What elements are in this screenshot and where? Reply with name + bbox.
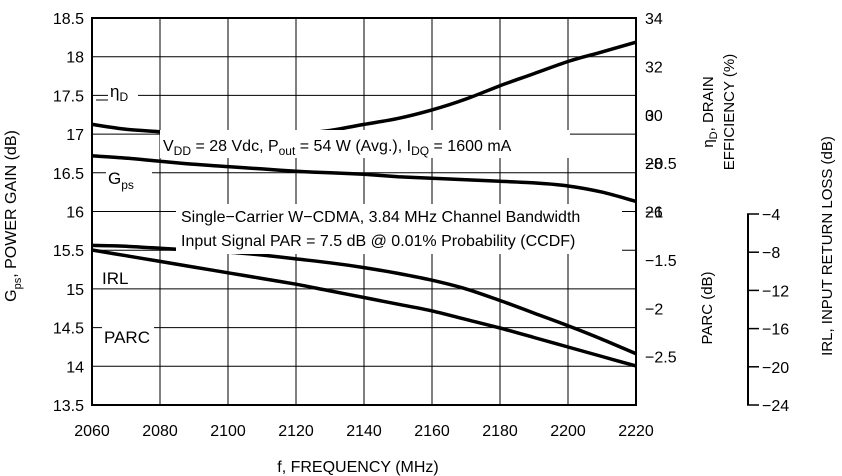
x-axis-tick-label: 2060 <box>74 423 110 440</box>
irl-tick-label: −24 <box>762 398 789 415</box>
parc-label-bg <box>102 325 154 347</box>
x-axis-tick-label: 2160 <box>414 423 450 440</box>
eta-label-bg <box>108 79 138 101</box>
parc-tick-label: −1 <box>645 205 663 222</box>
conditions-line1-bg <box>160 130 570 158</box>
series-line-irl <box>91 248 637 368</box>
x-axis-tick-label: 2140 <box>346 423 382 440</box>
irl-tick-label: −12 <box>762 283 789 300</box>
conditions-block-bg <box>176 204 622 254</box>
left-axis-tick-label: 17.5 <box>53 88 84 105</box>
series-label-parc: PARC <box>104 328 150 347</box>
x-axis-label: f, FREQUENCY (MHz) <box>277 459 438 476</box>
left-axis-tick-label: 18 <box>66 50 84 67</box>
conditions-part: DQ <box>411 144 429 158</box>
left-axis-tick-label: 16 <box>66 205 84 222</box>
parc-tick-label: −1.5 <box>645 253 677 270</box>
plot-frame <box>91 17 637 406</box>
series-label-irl: IRL <box>102 269 128 288</box>
x-axis-tick-label: 2180 <box>482 423 518 440</box>
left-axis-tick-label: 18.5 <box>53 11 84 28</box>
x-axis-tick-label: 2220 <box>618 423 654 440</box>
annotations: ηD Gps IRL PARC VDD = 28 Vdc, Pout = 54 W (A… <box>96 79 622 347</box>
conditions-line1-text: VDD = 28 Vdc, Pout = 54 W (Avg.), IDQ = … <box>163 138 512 158</box>
left-axis-tick-label: 14 <box>66 359 84 376</box>
efficiency-tick-label: 32 <box>645 59 663 76</box>
left-axis-tick-label: 15 <box>66 282 84 299</box>
parc-tick-label: 0 <box>645 108 654 125</box>
series-label-eta: ηD <box>110 82 128 104</box>
series-label-gps: Gps <box>108 169 134 192</box>
conditions-part: = 28 Vdc, P <box>191 138 279 155</box>
irl-tick-label: −4 <box>762 207 780 224</box>
conditions-part: = 54 W (Avg.), I <box>295 138 411 155</box>
irl-label-bg <box>100 266 138 288</box>
irl-axis: −4 −8 −12 −16 −20 −24 <box>747 207 789 415</box>
parc-tick-label: −2 <box>645 301 663 318</box>
gps-label-bg <box>106 163 152 193</box>
conditions-line3-text: Input Signal PAR = 7.5 dB @ 0.01% Probab… <box>181 233 575 250</box>
x-axis-tick-label: 2100 <box>210 423 246 440</box>
conditions-line2-text: Single−Carrier W−CDMA, 3.84 MHz Channel … <box>181 209 580 226</box>
right-axis-ticks: 26 28 30 32 34 0 −0.5 −1 −1.5 −2 −2.5 <box>645 11 677 367</box>
left-axis-tick-label: 13.5 <box>53 398 84 415</box>
left-axis-tick-label: 15.5 <box>53 243 84 260</box>
series-line-gps <box>91 154 637 204</box>
conditions-part: out <box>279 144 296 158</box>
parc-tick-label: −2.5 <box>645 350 677 367</box>
irl-tick-label: −16 <box>762 322 789 339</box>
efficiency-tick-label: 28 <box>645 156 663 173</box>
efficiency-tick-label: 34 <box>645 11 663 28</box>
efficiency-axis-label-line1: ηD, DRAIN <box>700 76 720 147</box>
irl-axis-label: IRL, INPUT RETURN LOSS (dB) <box>819 136 836 356</box>
efficiency-tick-label: 26 <box>645 205 663 222</box>
left-axis-tick-label: 16.5 <box>53 166 84 183</box>
x-axis-tick-label: 2120 <box>278 423 314 440</box>
conditions-part: V <box>163 138 174 155</box>
left-axis-ticks: 13.5 14 14.5 15 15.5 16 16.5 17 17.5 18 18.5 <box>53 11 84 415</box>
efficiency-tick-label: 30 <box>645 108 663 125</box>
efficiency-axis-label-line2: EFFICIENCY (%) <box>721 54 738 170</box>
x-axis-tick-label: 2200 <box>550 423 586 440</box>
conditions-part: DD <box>174 144 192 158</box>
conditions-part: = 1600 mA <box>429 138 512 155</box>
parc-tick-label: −0.5 <box>645 156 677 173</box>
left-axis-tick-label: 14.5 <box>53 321 84 338</box>
parc-axis-label: PARC (dB) <box>699 271 716 344</box>
x-axis-tick-label: 2080 <box>142 423 178 440</box>
x-axis-ticks: 2060 2080 2100 2120 2140 2160 2180 2200 2220 <box>74 423 654 440</box>
left-axis-label: Gps, POWER GAIN (dB) <box>3 130 24 302</box>
left-axis-tick-label: 17 <box>66 127 84 144</box>
irl-tick-label: −8 <box>762 245 780 262</box>
irl-tick-label: −20 <box>762 360 789 377</box>
